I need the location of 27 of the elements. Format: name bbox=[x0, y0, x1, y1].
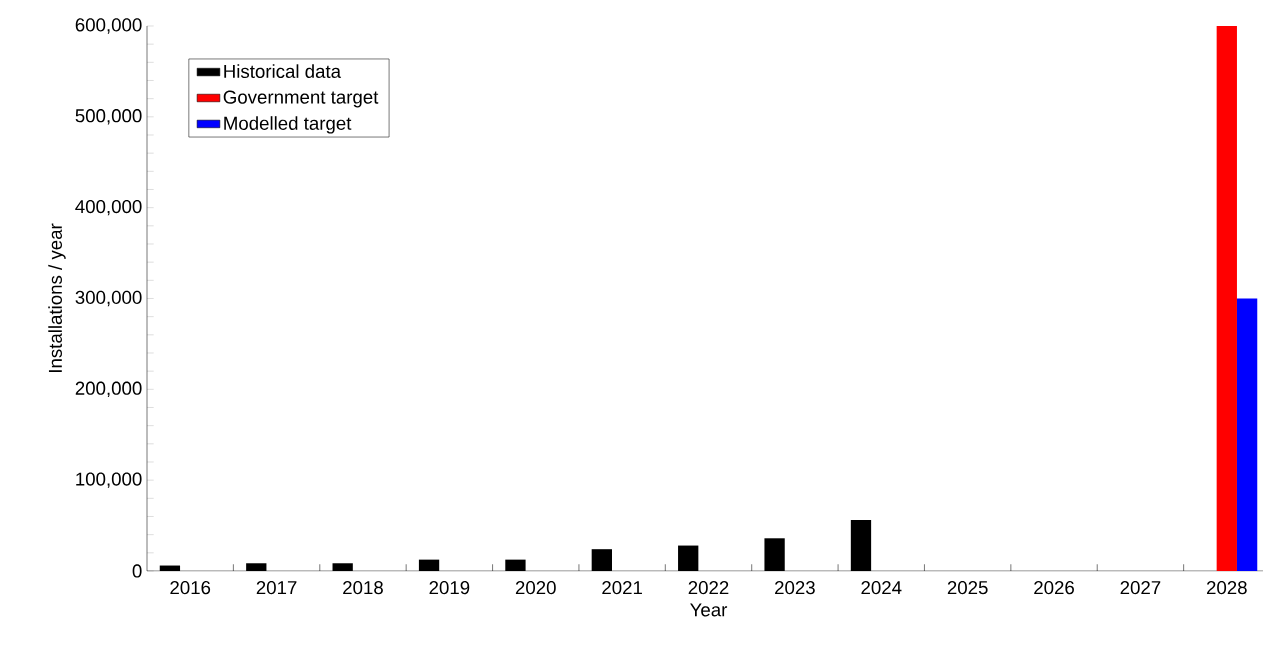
y-tick-label: 100,000 bbox=[76, 472, 142, 488]
x-tick-label: 2022 bbox=[688, 581, 729, 595]
y-tick-label: 500,000 bbox=[75, 109, 142, 125]
y-tick-label: 600,000 bbox=[75, 18, 142, 34]
legend-label: Modelled target bbox=[224, 116, 352, 134]
x-tick-label: 2016 bbox=[170, 581, 211, 595]
x-tick-label: 2019 bbox=[429, 581, 470, 595]
y-tick-label: 300,000 bbox=[75, 290, 142, 307]
y-tick-label: 0 bbox=[132, 564, 142, 578]
x-tick-label: 2020 bbox=[515, 581, 556, 595]
bar bbox=[1216, 25, 1237, 571]
x-tick-label: 2021 bbox=[602, 581, 642, 595]
legend-label: Government target bbox=[223, 90, 379, 108]
x-tick-label: 2028 bbox=[1206, 581, 1247, 595]
bar bbox=[1236, 298, 1258, 571]
x-tick-label: 2023 bbox=[775, 581, 815, 595]
x-tick-label: 2018 bbox=[343, 581, 383, 595]
x-tick-label: 2026 bbox=[1034, 581, 1074, 595]
y-axis-title: Installations / year bbox=[48, 223, 66, 372]
x-tick-label: 2025 bbox=[947, 581, 988, 595]
x-tick-label: 2027 bbox=[1120, 581, 1161, 595]
y-tick-label: 200,000 bbox=[75, 381, 142, 398]
x-tick-label: 2017 bbox=[256, 581, 297, 595]
legend-label: Historical data bbox=[224, 64, 342, 79]
x-tick-label: 2024 bbox=[861, 581, 902, 595]
x-axis-title: Year bbox=[690, 603, 728, 617]
y-tick-label: 400,000 bbox=[75, 199, 142, 216]
